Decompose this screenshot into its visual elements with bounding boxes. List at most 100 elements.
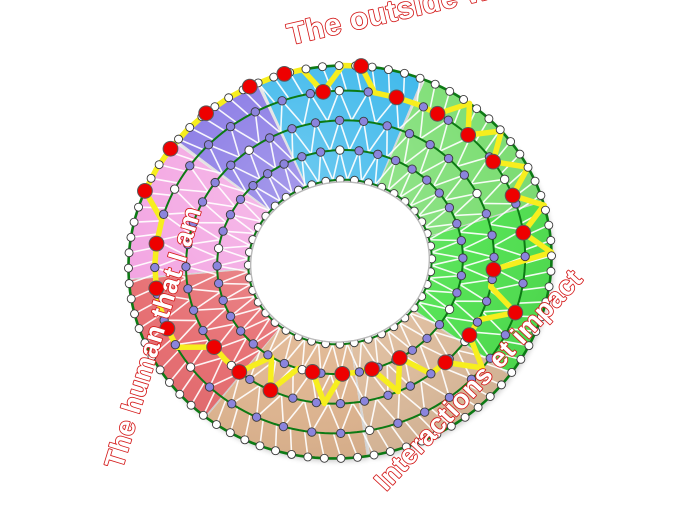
node-minor[interactable] (456, 235, 466, 246)
node-outer[interactable] (367, 62, 377, 72)
node-minor[interactable] (481, 296, 492, 306)
node-outer[interactable] (301, 64, 311, 74)
node-outer[interactable] (385, 447, 395, 456)
node-minor[interactable] (434, 319, 445, 330)
node-white[interactable] (170, 184, 180, 194)
node-outer[interactable] (154, 160, 164, 170)
node-major[interactable] (276, 65, 293, 82)
node-major[interactable] (461, 327, 478, 344)
node-minor[interactable] (443, 153, 454, 164)
node-outer[interactable] (485, 392, 495, 401)
node-minor[interactable] (263, 350, 273, 360)
node-minor[interactable] (279, 159, 289, 169)
node-minor[interactable] (198, 325, 208, 336)
node-outer[interactable] (432, 429, 442, 439)
node-minor[interactable] (183, 284, 193, 294)
node-minor[interactable] (354, 367, 365, 377)
node-white[interactable] (500, 174, 510, 184)
node-outer[interactable] (174, 134, 183, 144)
node-outer[interactable] (126, 294, 136, 304)
node-outer[interactable] (415, 73, 425, 83)
node-outer[interactable] (400, 68, 409, 78)
node-minor[interactable] (297, 152, 307, 162)
node-outer[interactable] (134, 324, 144, 334)
node-white[interactable] (335, 145, 345, 155)
node-major[interactable] (148, 235, 165, 252)
node-outer[interactable] (544, 282, 554, 292)
node-outer[interactable] (225, 428, 235, 438)
node-outer[interactable] (495, 125, 505, 135)
node-minor[interactable] (159, 209, 169, 219)
node-outer[interactable] (134, 202, 143, 212)
node-outer[interactable] (524, 341, 534, 351)
node-major[interactable] (231, 364, 248, 380)
node-minor[interactable] (382, 121, 392, 131)
node-major[interactable] (485, 153, 502, 170)
node-minor[interactable] (390, 155, 401, 166)
node-outer[interactable] (537, 312, 546, 322)
node-outer[interactable] (472, 104, 482, 114)
node-white[interactable] (365, 425, 375, 435)
node-outer[interactable] (445, 86, 455, 96)
node-minor[interactable] (189, 305, 199, 315)
node-minor[interactable] (278, 421, 289, 432)
node-outer[interactable] (334, 61, 344, 71)
node-major[interactable] (206, 339, 222, 355)
node-white[interactable] (244, 145, 254, 155)
node-outer[interactable] (459, 95, 469, 104)
node-major[interactable] (198, 105, 215, 122)
node-minor[interactable] (277, 96, 287, 106)
node-minor[interactable] (407, 164, 417, 174)
node-outer[interactable] (546, 235, 556, 245)
node-minor[interactable] (203, 140, 214, 150)
node-outer[interactable] (147, 352, 157, 362)
node-minor[interactable] (405, 381, 415, 391)
node-minor[interactable] (262, 169, 273, 179)
node-minor[interactable] (183, 239, 193, 250)
node-major[interactable] (241, 78, 258, 95)
node-major[interactable] (364, 361, 380, 378)
node-outer[interactable] (401, 442, 411, 452)
node-major[interactable] (429, 105, 446, 122)
node-minor[interactable] (443, 115, 453, 125)
node-minor[interactable] (218, 226, 228, 236)
node-outer[interactable] (460, 412, 470, 422)
node-outer[interactable] (155, 365, 165, 375)
node-minor[interactable] (359, 116, 369, 127)
node-outer[interactable] (336, 453, 346, 463)
node-major[interactable] (159, 320, 176, 337)
node-minor[interactable] (422, 333, 432, 344)
node-minor[interactable] (500, 330, 510, 340)
node-outer[interactable] (541, 297, 551, 307)
node-outer[interactable] (497, 380, 506, 390)
node-minor[interactable] (420, 407, 430, 417)
node-outer[interactable] (271, 446, 280, 456)
node-white[interactable] (444, 304, 455, 314)
node-minor[interactable] (307, 427, 317, 437)
node-outer[interactable] (198, 410, 208, 420)
node-outer[interactable] (546, 266, 556, 276)
node-outer[interactable] (255, 441, 265, 451)
node-minor[interactable] (359, 396, 370, 406)
node-minor[interactable] (393, 418, 403, 428)
node-minor[interactable] (472, 317, 483, 327)
node-minor[interactable] (422, 175, 432, 185)
node-minor[interactable] (334, 115, 345, 126)
node-minor[interactable] (383, 390, 393, 400)
node-outer[interactable] (287, 449, 296, 459)
node-minor[interactable] (226, 160, 236, 170)
node-major[interactable] (504, 187, 521, 204)
node-outer[interactable] (515, 149, 525, 159)
node-outer[interactable] (185, 123, 195, 132)
node-minor[interactable] (373, 149, 383, 159)
node-minor[interactable] (459, 170, 469, 180)
node-minor[interactable] (452, 288, 462, 298)
node-outer[interactable] (544, 220, 554, 230)
node-minor[interactable] (150, 262, 160, 273)
node-minor[interactable] (279, 358, 290, 369)
node-minor[interactable] (245, 374, 255, 384)
node-major[interactable] (315, 83, 332, 100)
node-white[interactable] (472, 188, 482, 199)
node-outer[interactable] (530, 176, 540, 186)
node-minor[interactable] (236, 326, 246, 336)
